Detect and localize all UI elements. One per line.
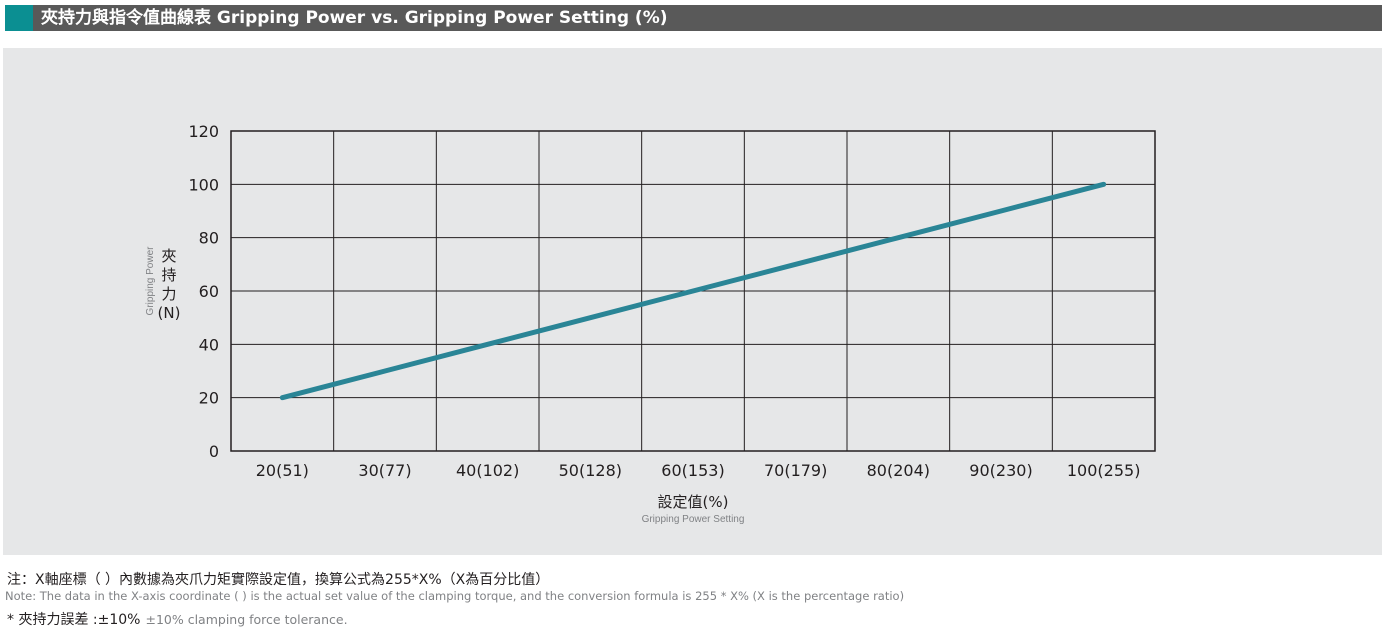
note-chinese: 注：X軸座標（ ）內數據為夾爪力矩實際設定值，換算公式為255*X%（X為百分比…	[7, 572, 550, 588]
y-tick-label: 80	[199, 229, 219, 248]
y-tick-label: 20	[199, 389, 219, 408]
y-axis-label-char: 持	[161, 266, 176, 284]
line-chart: 0 20 40 60 80 100 120 20(51) 30(77) 40(102) 50(128…	[145, 122, 1156, 525]
y-tick-label: 40	[199, 335, 219, 354]
y-tick-label: 120	[188, 122, 219, 141]
y-tick-label: 60	[199, 282, 219, 301]
x-tick-label: 100(255)	[1067, 461, 1141, 480]
plot-frame	[230, 130, 1156, 452]
tolerance-chinese: * 夾持力誤差 :±10%	[7, 612, 141, 628]
y-axis-label-en: Gripping Power	[145, 246, 156, 316]
x-tick-label: 90(230)	[969, 461, 1032, 480]
x-tick-label: 30(77)	[358, 461, 411, 480]
x-tick-label: 20(51)	[256, 461, 309, 480]
x-tick-label: 80(204)	[867, 461, 930, 480]
x-tick-label: 40(102)	[456, 461, 519, 480]
y-axis-label-char: 力	[161, 285, 176, 303]
y-axis-label-char: 夾	[161, 247, 176, 265]
tolerance-english: ±10% clamping force tolerance.	[145, 612, 348, 627]
x-axis-label-en: Gripping Power Setting	[642, 514, 745, 525]
x-tick-label: 60(153)	[661, 461, 724, 480]
x-tick-label: 50(128)	[559, 461, 622, 480]
y-tick-label: 0	[209, 442, 219, 461]
title-bar: 夾持力與指令值曲線表 Gripping Power vs. Gripping P…	[5, 5, 1382, 31]
title-accent	[5, 5, 33, 31]
chart-panel: 0 20 40 60 80 100 120 20(51) 30(77) 40(102) 50(128…	[3, 48, 1382, 555]
x-tick-label: 70(179)	[764, 461, 827, 480]
y-tick-label: 100	[188, 175, 219, 194]
tolerance-note: * 夾持力誤差 :±10% ±10% clamping force toleran…	[7, 609, 348, 629]
chart-title: 夾持力與指令值曲線表 Gripping Power vs. Gripping P…	[41, 8, 668, 28]
y-axis-label-char: (N)	[158, 304, 181, 322]
x-axis-label: 設定值(%)	[658, 493, 729, 511]
note-english: Note: The data in the X-axis coordinate …	[5, 589, 905, 603]
